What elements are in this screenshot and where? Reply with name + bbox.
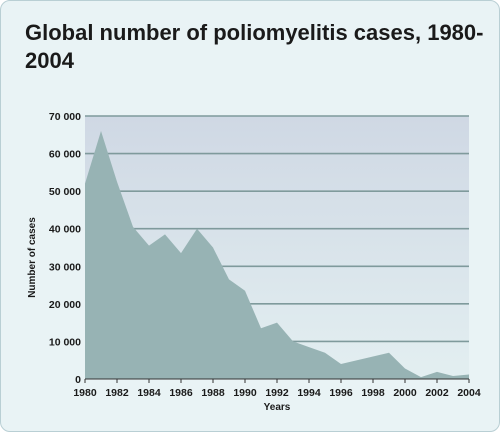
- y-tick-label: 0: [75, 374, 81, 386]
- y-tick-label: 10 000: [49, 336, 81, 348]
- x-tick-label: 1994: [297, 387, 321, 399]
- y-tick-label: 50 000: [49, 186, 81, 198]
- x-tick-label: 1996: [329, 387, 353, 399]
- x-tick-label: 1986: [169, 387, 193, 399]
- y-tick-label: 60 000: [49, 149, 81, 161]
- y-tick-label: 40 000: [49, 224, 81, 236]
- x-tick-label: 1980: [73, 387, 97, 399]
- y-tick-label: 70 000: [49, 111, 81, 123]
- y-tick-label: 30 000: [49, 261, 81, 273]
- x-tick-label: 1990: [233, 387, 257, 399]
- x-tick-label: 1984: [137, 387, 161, 399]
- x-tick-label: 1992: [265, 387, 289, 399]
- x-tick-label: 1998: [361, 387, 385, 399]
- y-tick-label: 20 000: [49, 299, 81, 311]
- x-tick-label: 2000: [393, 387, 417, 399]
- x-tick-label: 1988: [201, 387, 225, 399]
- x-tick-label: 1982: [105, 387, 129, 399]
- y-axis-label: Number of cases: [27, 217, 38, 298]
- x-tick-label: 2004: [457, 387, 481, 399]
- x-axis-label: Years: [264, 402, 291, 413]
- x-tick-label: 2002: [425, 387, 449, 399]
